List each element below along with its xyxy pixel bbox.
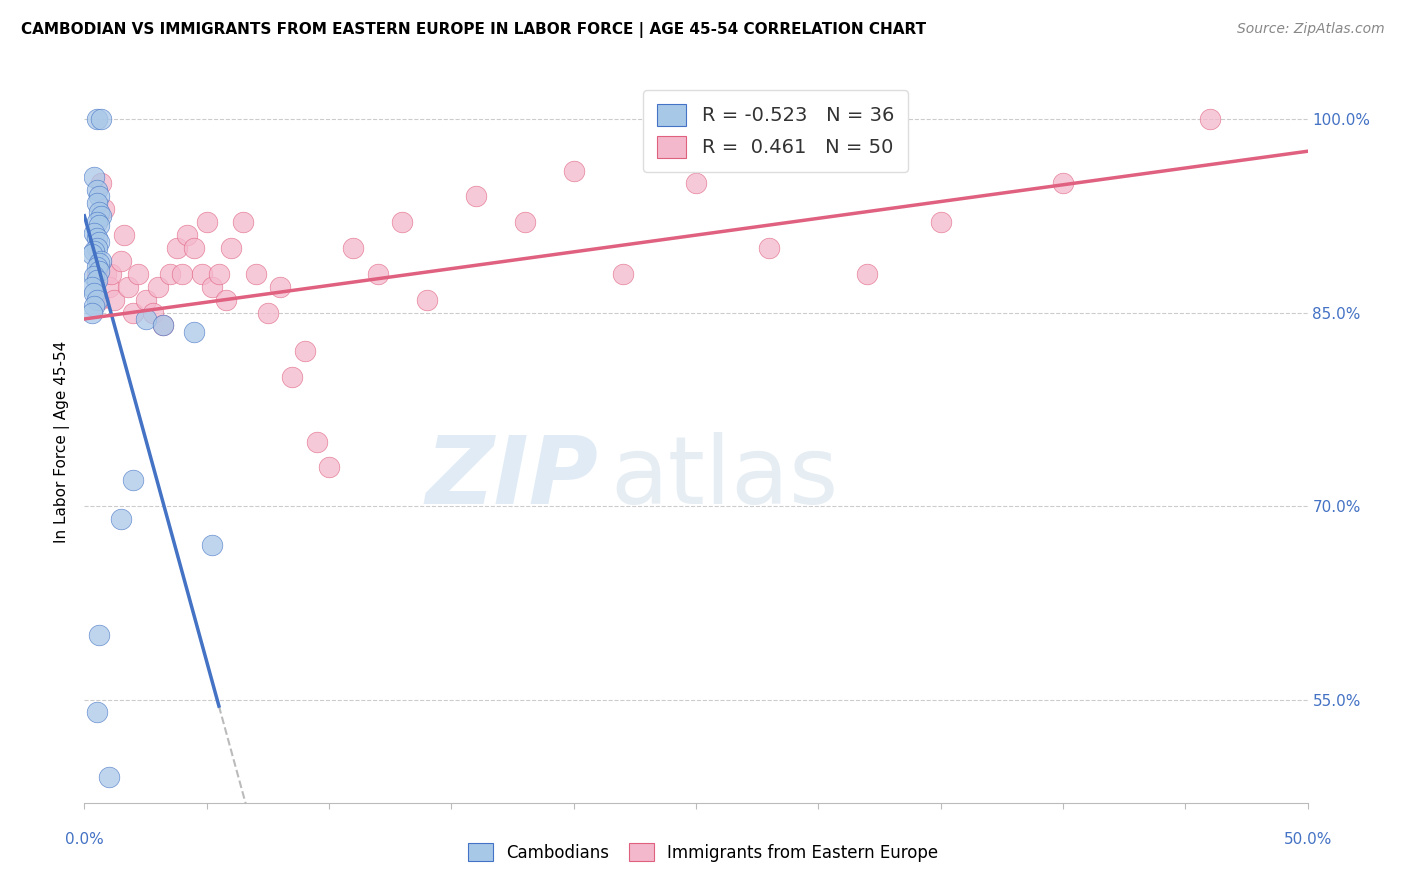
Text: 50.0%: 50.0% — [1284, 831, 1331, 847]
Point — [86, 215, 108, 229]
Point — [86, 273, 108, 287]
Point — [342, 241, 364, 255]
Point — [96, 267, 118, 281]
Point — [87, 293, 110, 307]
Point — [191, 267, 214, 281]
Point — [464, 189, 486, 203]
Point — [135, 312, 157, 326]
Point — [86, 241, 108, 255]
Point — [135, 293, 157, 307]
Point — [83, 169, 105, 184]
Point — [110, 512, 132, 526]
Text: CAMBODIAN VS IMMIGRANTS FROM EASTERN EUROPE IN LABOR FORCE | AGE 45-54 CORRELATI: CAMBODIAN VS IMMIGRANTS FROM EASTERN EUR… — [21, 22, 927, 38]
Point — [110, 254, 132, 268]
Point — [86, 183, 108, 197]
Point — [183, 325, 205, 339]
Point — [758, 241, 780, 255]
Point — [83, 299, 105, 313]
Point — [416, 293, 439, 307]
Point — [83, 269, 105, 284]
Point — [86, 267, 108, 281]
Point — [562, 163, 585, 178]
Point — [100, 267, 122, 281]
Point — [87, 628, 110, 642]
Point — [318, 460, 340, 475]
Point — [86, 706, 108, 720]
Point — [80, 305, 103, 319]
Legend: Cambodians, Immigrants from Eastern Europe: Cambodians, Immigrants from Eastern Euro… — [460, 835, 946, 871]
Point — [87, 235, 110, 249]
Point — [146, 279, 169, 293]
Y-axis label: In Labor Force | Age 45-54: In Labor Force | Age 45-54 — [55, 341, 70, 542]
Point — [87, 205, 110, 219]
Point — [80, 279, 103, 293]
Point — [87, 189, 110, 203]
Point — [97, 770, 120, 784]
Point — [152, 318, 174, 333]
Point — [294, 344, 316, 359]
Point — [245, 267, 267, 281]
Point — [122, 305, 145, 319]
Point — [83, 226, 105, 240]
Text: 0.0%: 0.0% — [65, 831, 104, 847]
Point — [1198, 112, 1220, 126]
Point — [86, 195, 108, 210]
Point — [257, 305, 280, 319]
Point — [176, 228, 198, 243]
Point — [208, 267, 231, 281]
Point — [159, 267, 181, 281]
Point — [93, 202, 115, 217]
Point — [83, 286, 105, 301]
Point — [367, 267, 389, 281]
Point — [391, 215, 413, 229]
Point — [172, 267, 194, 281]
Point — [87, 218, 110, 232]
Point — [281, 370, 304, 384]
Point — [232, 215, 254, 229]
Point — [97, 279, 120, 293]
Point — [215, 293, 238, 307]
Point — [685, 177, 707, 191]
Legend: R = -0.523   N = 36, R =  0.461   N = 50: R = -0.523 N = 36, R = 0.461 N = 50 — [644, 90, 908, 172]
Point — [117, 279, 139, 293]
Point — [166, 241, 188, 255]
Point — [90, 254, 112, 268]
Text: atlas: atlas — [610, 432, 838, 524]
Point — [142, 305, 165, 319]
Text: Source: ZipAtlas.com: Source: ZipAtlas.com — [1237, 22, 1385, 37]
Point — [83, 244, 105, 258]
Point — [269, 279, 291, 293]
Point — [90, 209, 112, 223]
Point — [219, 241, 242, 255]
Point — [513, 215, 536, 229]
Point — [103, 293, 125, 307]
Point — [122, 473, 145, 487]
Point — [86, 112, 108, 126]
Point — [80, 247, 103, 261]
Point — [86, 230, 108, 244]
Point — [200, 538, 222, 552]
Point — [86, 260, 108, 275]
Point — [90, 177, 112, 191]
Point — [112, 228, 135, 243]
Point — [152, 318, 174, 333]
Point — [856, 267, 879, 281]
Point — [305, 434, 328, 449]
Point — [87, 264, 110, 278]
Point — [183, 241, 205, 255]
Point — [200, 279, 222, 293]
Point — [87, 256, 110, 270]
Point — [929, 215, 952, 229]
Point — [90, 112, 112, 126]
Point — [127, 267, 149, 281]
Point — [612, 267, 634, 281]
Text: ZIP: ZIP — [425, 432, 598, 524]
Point — [1052, 177, 1074, 191]
Point — [86, 293, 108, 307]
Point — [195, 215, 218, 229]
